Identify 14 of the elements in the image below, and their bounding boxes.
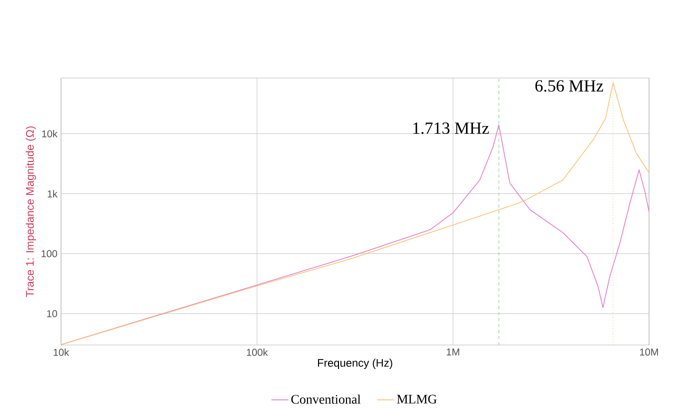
x-tick-label: 10M (640, 348, 658, 356)
y-tick-label: 100 (42, 250, 58, 258)
y-tick-label: 10 (47, 310, 58, 318)
y-tick-label: 1k (48, 190, 58, 198)
annotation: 1.713 MHz (413, 122, 489, 134)
x-axis-title: Frequency (Hz) (318, 358, 392, 369)
y-tick-label: 10k (42, 130, 58, 138)
x-tick-label: 1M (446, 348, 460, 356)
legend-label: Conventional (291, 394, 361, 404)
x-tick-label: 100k (246, 348, 268, 356)
x-tick-label: 10k (54, 348, 70, 356)
y-axis-title: Trace 1: Impedance Magnitude (Ω) (26, 126, 36, 297)
legend-label: MLMG (396, 394, 437, 404)
annotation: 6.56 MHz (535, 80, 604, 92)
